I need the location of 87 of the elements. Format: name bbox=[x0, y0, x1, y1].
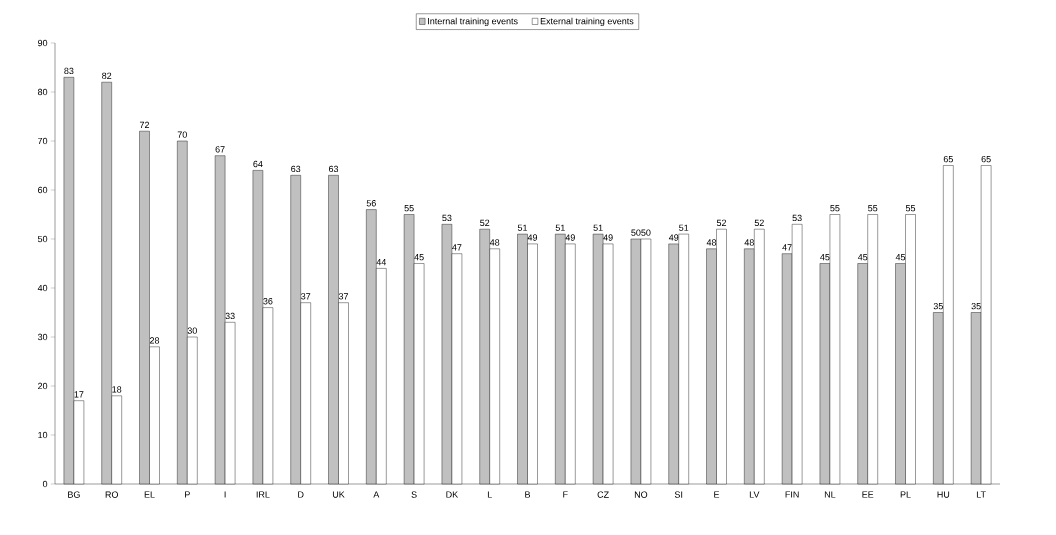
data-label: 45 bbox=[857, 254, 868, 261]
data-label: 65 bbox=[943, 155, 953, 163]
data-label: 35 bbox=[971, 302, 981, 310]
x-tick-label: A bbox=[373, 491, 380, 498]
x-tick-label: F bbox=[563, 491, 568, 498]
data-label: 37 bbox=[301, 293, 311, 300]
data-label: 55 bbox=[868, 205, 878, 212]
x-tick-label: LV bbox=[749, 491, 760, 498]
x-tick-label: CZ bbox=[597, 491, 609, 498]
data-label: 53 bbox=[442, 214, 452, 222]
data-label: 55 bbox=[404, 205, 414, 212]
data-label: 51 bbox=[679, 224, 689, 231]
data-label: 49 bbox=[527, 234, 538, 241]
x-tick-label: B bbox=[525, 491, 531, 498]
y-tick-label: 60 bbox=[38, 186, 48, 194]
data-label: 53 bbox=[792, 214, 802, 222]
x-tick-label: FIN bbox=[785, 491, 799, 498]
data-label: 48 bbox=[489, 239, 500, 246]
data-label: 55 bbox=[905, 205, 916, 212]
data-label: 51 bbox=[555, 224, 565, 231]
x-tick-label: DK bbox=[446, 491, 459, 498]
x-tick-label: NO bbox=[634, 491, 648, 498]
y-tick-label: 40 bbox=[37, 284, 48, 292]
data-label: 63 bbox=[328, 165, 339, 173]
data-label: 48 bbox=[706, 239, 717, 246]
data-label: 47 bbox=[782, 244, 792, 251]
data-label: 35 bbox=[933, 302, 943, 310]
x-tick-label: D bbox=[298, 491, 304, 498]
data-label: 56 bbox=[366, 200, 376, 207]
data-label: 45 bbox=[414, 254, 424, 261]
y-tick-label: 30 bbox=[37, 333, 48, 341]
data-label: 49 bbox=[668, 234, 679, 241]
y-tick-label: 90 bbox=[38, 39, 48, 47]
data-label: 52 bbox=[716, 219, 727, 227]
y-tick-label: 50 bbox=[37, 235, 48, 243]
data-label: 44 bbox=[376, 259, 387, 266]
data-label: 45 bbox=[820, 254, 830, 261]
data-label: 55 bbox=[830, 205, 840, 212]
data-label: 36 bbox=[263, 298, 273, 305]
data-label: 83 bbox=[64, 67, 74, 75]
x-tick-label: EE bbox=[862, 491, 874, 498]
legend-label: Internal training events bbox=[428, 17, 518, 27]
data-label: 67 bbox=[215, 146, 225, 153]
data-label: 64 bbox=[253, 160, 263, 168]
x-tick-label: NL bbox=[824, 491, 836, 498]
x-tick-label: SI bbox=[674, 491, 683, 498]
x-tick-label: L bbox=[487, 491, 492, 498]
data-label: 49 bbox=[603, 234, 613, 241]
x-tick-label: E bbox=[714, 491, 720, 498]
x-tick-label: S bbox=[411, 491, 417, 498]
data-label: 33 bbox=[225, 312, 235, 320]
data-label: 51 bbox=[593, 224, 603, 231]
data-label: 47 bbox=[452, 244, 462, 251]
data-label: 50 bbox=[631, 229, 641, 236]
x-tick-label: IRL bbox=[256, 491, 270, 498]
data-label: 48 bbox=[744, 239, 754, 246]
data-label: 52 bbox=[754, 219, 764, 227]
data-label: 65 bbox=[981, 155, 991, 163]
x-tick-label: RO bbox=[105, 491, 118, 498]
x-tick-label: HU bbox=[937, 491, 950, 498]
y-tick-label: 20 bbox=[38, 382, 48, 390]
data-label: 30 bbox=[187, 327, 197, 334]
data-label: 52 bbox=[480, 219, 490, 227]
x-tick-label: BG bbox=[68, 491, 80, 498]
x-tick-label: P bbox=[185, 491, 190, 498]
x-tick-label: UK bbox=[332, 491, 345, 498]
data-label: 45 bbox=[895, 254, 906, 261]
y-tick-label: 70 bbox=[38, 137, 48, 145]
y-tick-label: 0 bbox=[42, 480, 48, 488]
legend-label: External training events bbox=[540, 17, 634, 27]
data-label: 28 bbox=[149, 337, 160, 344]
data-label: 37 bbox=[338, 293, 349, 300]
data-label: 50 bbox=[641, 229, 651, 236]
data-label: 72 bbox=[139, 121, 150, 129]
data-label: 63 bbox=[291, 165, 301, 173]
y-tick-label: 80 bbox=[37, 88, 48, 96]
data-label: 17 bbox=[74, 391, 84, 398]
data-label: 70 bbox=[177, 131, 187, 138]
data-label: 18 bbox=[112, 386, 122, 393]
x-tick-label: I bbox=[224, 491, 226, 498]
data-label: 49 bbox=[565, 234, 575, 241]
y-tick-label: 10 bbox=[38, 431, 48, 439]
x-tick-label: PL bbox=[900, 491, 911, 498]
x-tick-label: LT bbox=[976, 491, 986, 498]
x-tick-label: EL bbox=[144, 491, 155, 498]
data-label: 82 bbox=[102, 72, 112, 80]
data-label: 51 bbox=[517, 224, 528, 231]
